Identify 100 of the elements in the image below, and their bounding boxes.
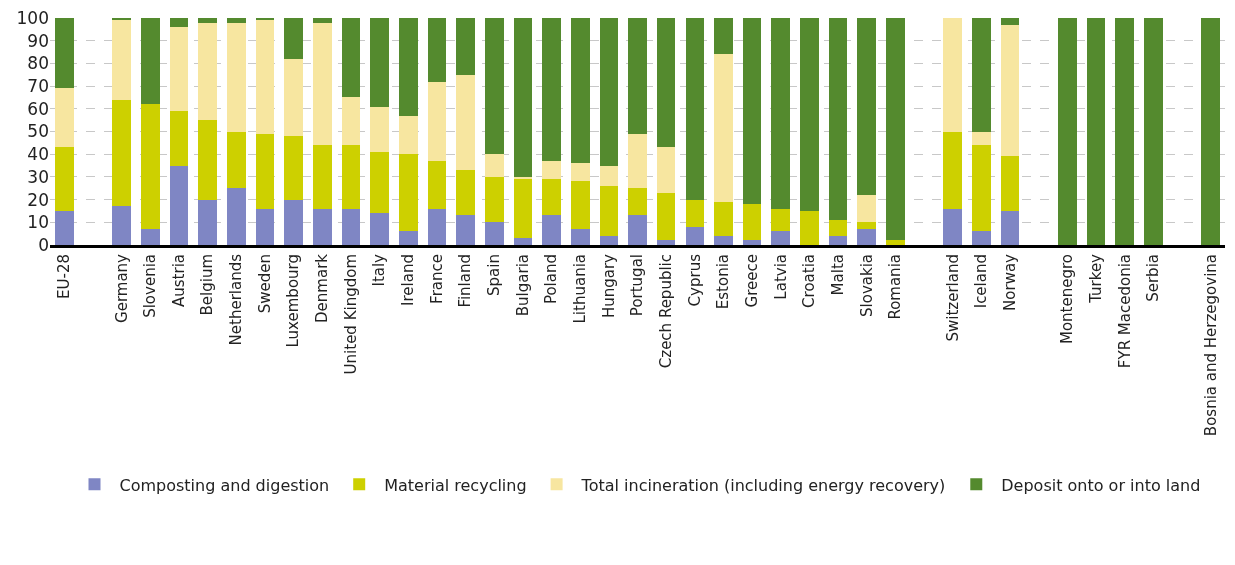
bar [857, 195, 877, 223]
x-tick-label: Czech Republic [657, 254, 676, 369]
bar [226, 22, 246, 132]
x-tick-label: Slovakia [857, 254, 876, 317]
bar [456, 170, 475, 216]
bar [255, 20, 275, 134]
bar [513, 179, 533, 239]
x-tick-label: Ireland [399, 254, 418, 306]
legend-label: Composting and digestion [119, 475, 330, 495]
bar [484, 154, 504, 177]
bar [226, 188, 246, 245]
x-tick-label: Greece [743, 254, 762, 308]
bar [972, 145, 991, 232]
bar [1201, 18, 1220, 245]
bar [685, 226, 705, 245]
bar [886, 18, 905, 241]
bar [656, 147, 676, 193]
bar [943, 131, 963, 209]
bar [484, 176, 504, 223]
bar [112, 18, 131, 21]
bar [599, 235, 619, 245]
x-tick-label: Turkey [1086, 253, 1105, 304]
bar [943, 208, 963, 245]
bar [284, 136, 303, 200]
bar [1000, 156, 1020, 211]
bar [714, 54, 733, 202]
bar [255, 208, 275, 245]
x-tick-label: Cyprus [685, 253, 704, 307]
bar [943, 18, 963, 132]
bar [198, 22, 217, 121]
bar [398, 231, 418, 245]
bar [542, 161, 561, 180]
bar [857, 18, 877, 196]
x-tick-label: Finland [456, 254, 475, 308]
bar [828, 18, 848, 221]
bar [742, 204, 762, 241]
bar [1000, 24, 1020, 157]
x-tick-label: Luxembourg [284, 254, 303, 348]
bar [628, 188, 647, 216]
bar [427, 18, 447, 82]
x-tick-label: Denmark [313, 253, 332, 323]
y-tick-label: 70 [27, 76, 49, 97]
bar [599, 18, 619, 166]
bar [656, 192, 676, 241]
bar [1000, 210, 1020, 245]
x-tick-label: EU-28 [55, 254, 74, 299]
bar [312, 145, 332, 209]
bar [570, 18, 590, 164]
bar [398, 18, 418, 116]
bar [857, 222, 877, 230]
bar [226, 131, 246, 189]
bar [972, 231, 991, 245]
bar [398, 154, 418, 232]
bar [341, 145, 361, 209]
x-tick-label: Sweden [255, 254, 274, 314]
bar [828, 235, 848, 245]
y-tick-label: 60 [27, 98, 49, 119]
x-tick-label: Montenegro [1058, 254, 1077, 345]
x-tick-label: Norway [1000, 253, 1019, 311]
x-tick-label: Serbia [1144, 254, 1163, 302]
bar [1115, 18, 1135, 245]
x-tick-label: Spain [485, 254, 504, 296]
bar [198, 199, 217, 245]
bar [140, 18, 160, 105]
bar [484, 222, 504, 245]
bar [570, 163, 590, 182]
bar [513, 238, 533, 245]
bar [341, 18, 361, 98]
bar [771, 231, 791, 245]
bar [456, 18, 475, 75]
bar [628, 215, 647, 245]
x-tick-label: Italy [370, 253, 389, 287]
bar [771, 208, 791, 232]
y-tick-label: 30 [27, 166, 49, 187]
x-tick-label: Switzerland [943, 254, 962, 342]
bar [312, 22, 332, 146]
bar [857, 229, 877, 245]
bar [972, 18, 991, 132]
bar [800, 18, 819, 211]
bar [628, 133, 647, 189]
bar [312, 208, 332, 245]
bar [140, 229, 160, 245]
x-tick-label: Hungary [599, 253, 618, 319]
bar [341, 97, 361, 146]
bar [628, 18, 647, 134]
legend-label: Total incineration (including energy recovery) [580, 475, 946, 495]
bar [456, 215, 475, 245]
bar [800, 210, 819, 245]
x-tick-label: United Kingdom [341, 254, 360, 375]
x-tick-label: Bosnia and Herzegovina [1201, 254, 1220, 437]
bar [198, 18, 217, 23]
bar [828, 220, 848, 236]
bar [599, 165, 619, 186]
bar [55, 147, 74, 211]
bar [169, 27, 189, 112]
bar [370, 151, 389, 214]
bar [55, 88, 74, 148]
x-tick-label: Poland [542, 254, 561, 305]
x-tick-label: Iceland [972, 254, 991, 309]
x-tick-label: Bulgaria [513, 254, 532, 317]
